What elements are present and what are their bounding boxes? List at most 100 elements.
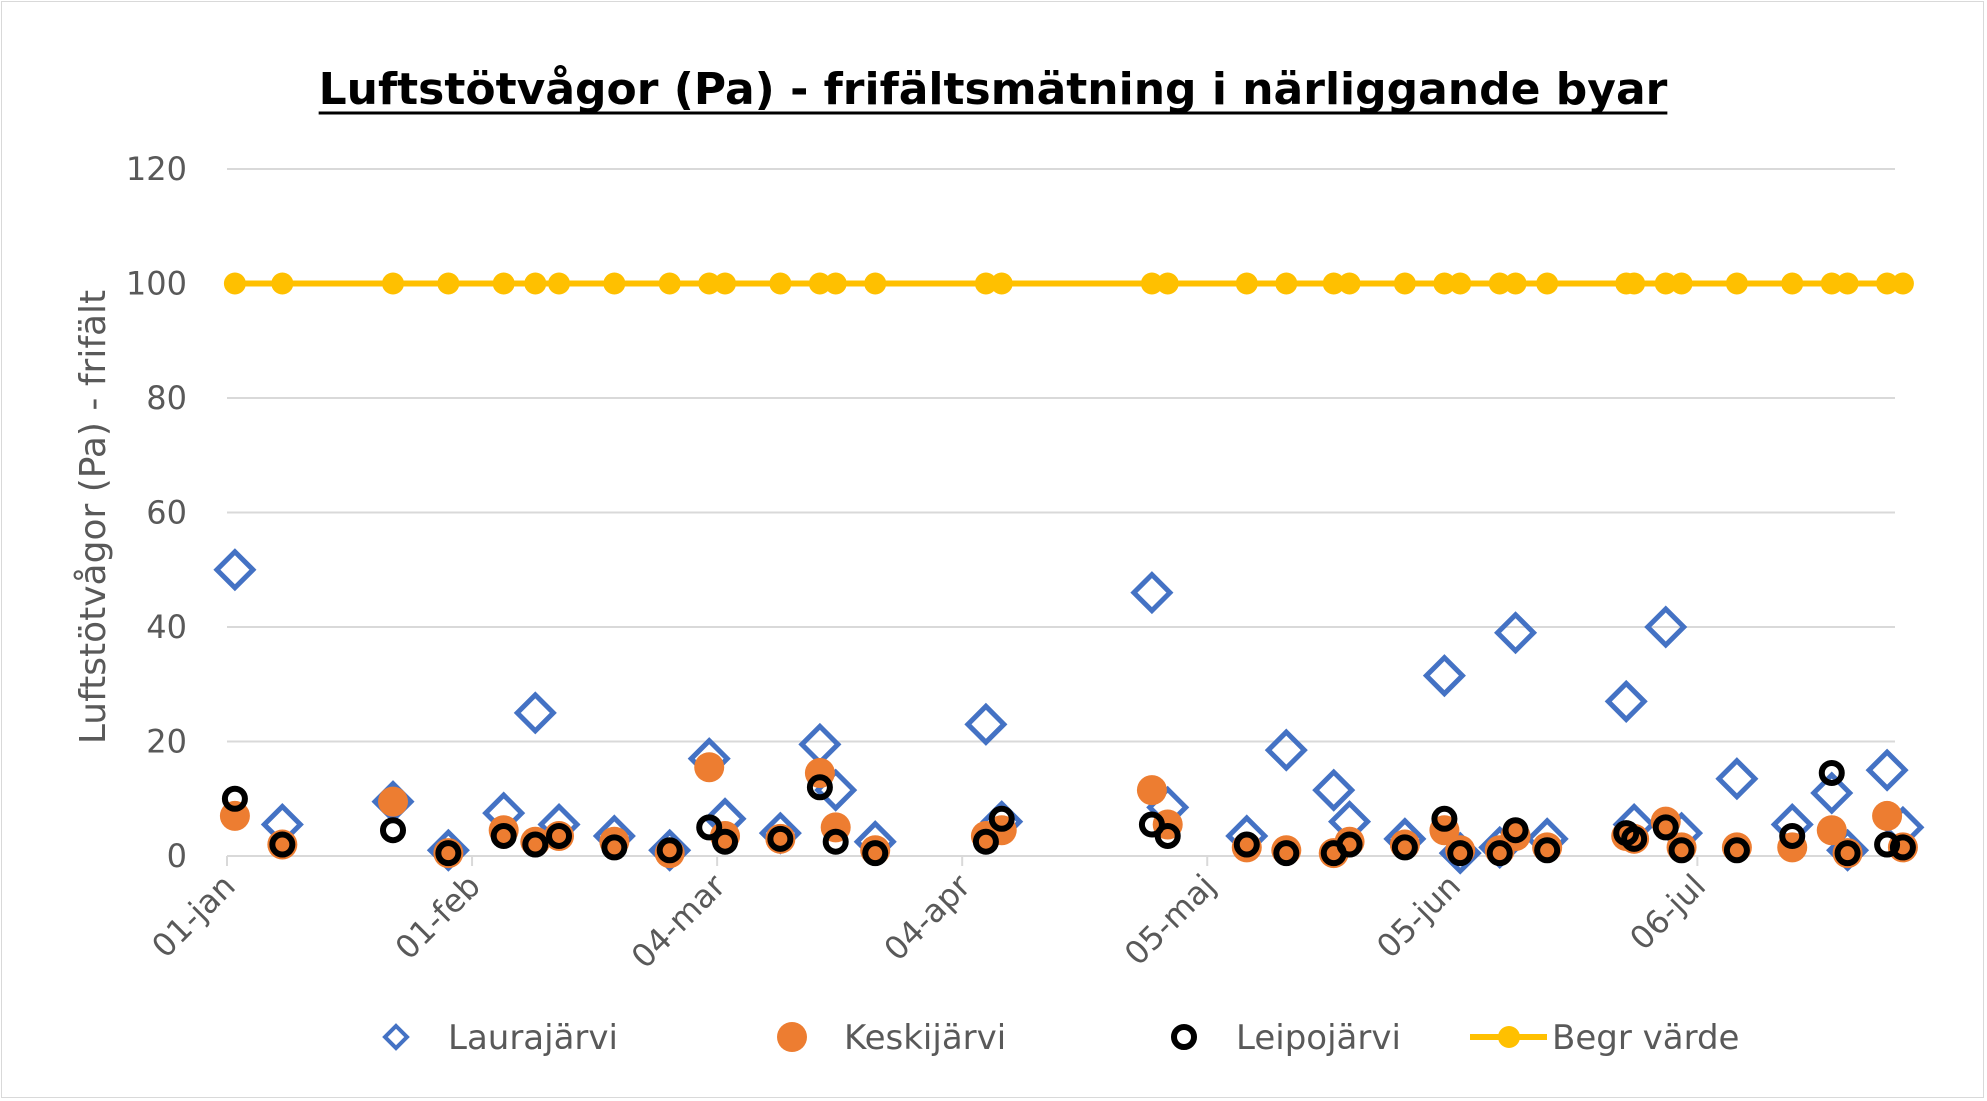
- data-point-leipojarvi: [988, 805, 1015, 832]
- data-point-leipojarvi: [490, 822, 517, 849]
- data-point-laurajarvi: [1312, 768, 1356, 812]
- x-axis-tick-labels: 01-jan 01-feb 04-mar 04-apr 05-maj 05-jun 06-j…: [144, 866, 1713, 976]
- data-point-begr-varde: [1876, 272, 1899, 295]
- data-point-leipojarvi: [822, 828, 849, 855]
- data-point-laurajarvi: [1810, 771, 1854, 815]
- y-tick-label: 120: [126, 150, 187, 188]
- data-point-laurajarvi: [1604, 679, 1648, 723]
- x-tick-label: 01-jan: [144, 867, 242, 965]
- data-point-leipojarvi: [601, 834, 628, 861]
- data-point-begr-varde: [974, 272, 997, 295]
- legend-swatch-marker: [1498, 1026, 1520, 1048]
- legend-swatch: [777, 1022, 807, 1052]
- y-axis-title: Luftstötvågor (Pa) - frifält: [73, 290, 114, 744]
- data-point-leipojarvi: [1668, 837, 1695, 864]
- data-point-leipojarvi: [1336, 831, 1363, 858]
- legend-item-begr-varde: Begr värde: [1470, 1018, 1739, 1058]
- data-point-leipojarvi: [221, 785, 248, 812]
- legend-item-laurajarvi: Laurajärvi: [382, 1018, 618, 1058]
- data-point-begr-varde: [1275, 272, 1298, 295]
- data-point-keskijarvi: [378, 786, 409, 817]
- data-point-keskijarvi: [1816, 815, 1847, 846]
- data-point-begr-varde: [1156, 272, 1179, 295]
- data-point-leipojarvi: [656, 837, 683, 864]
- data-point-begr-varde: [990, 272, 1013, 295]
- data-point-begr-varde: [1140, 272, 1163, 295]
- data-point-laurajarvi: [798, 722, 842, 766]
- data-point-begr-varde: [1449, 272, 1472, 295]
- data-point-leipojarvi: [1233, 831, 1260, 858]
- y-axis-tick-labels: 0 20 40 60 80 100 120: [126, 150, 187, 875]
- data-point-begr-varde: [698, 272, 721, 295]
- data-point-leipojarvi: [1273, 840, 1300, 867]
- data-series: [213, 272, 1925, 875]
- chart-title-group: Luftstötvågor (Pa) - frifältsmätning i n…: [318, 64, 1668, 115]
- data-point-leipojarvi: [1502, 817, 1529, 844]
- legend: Laurajärvi Keskijärvi Leipojärvi Begr värde: [382, 1018, 1739, 1058]
- data-point-laurajarvi: [513, 691, 557, 735]
- data-point-begr-varde: [864, 272, 887, 295]
- y-tick-label: 0: [167, 837, 187, 875]
- data-point-begr-varde: [808, 272, 831, 295]
- data-point-leipojarvi: [1431, 805, 1458, 832]
- data-point-keskijarvi: [1872, 800, 1903, 831]
- legend-label: Begr värde: [1552, 1018, 1739, 1058]
- legend-item-leipojarvi: Leipojärvi: [1171, 1018, 1401, 1058]
- data-point-laurajarvi: [1644, 605, 1688, 649]
- data-point-leipojarvi: [1447, 840, 1474, 867]
- data-point-leipojarvi: [1779, 822, 1806, 849]
- x-tick-label: 01-feb: [388, 867, 488, 967]
- data-point-leipojarvi: [1889, 834, 1916, 861]
- legend-label: Keskijärvi: [844, 1018, 1006, 1058]
- data-point-laurajarvi: [1422, 654, 1466, 698]
- data-point-begr-varde: [1670, 272, 1693, 295]
- data-point-leipojarvi: [1834, 840, 1861, 867]
- data-point-begr-varde: [1536, 272, 1559, 295]
- data-point-leipojarvi: [1486, 840, 1513, 867]
- data-point-leipojarvi: [862, 840, 889, 867]
- y-tick-label: 60: [146, 494, 187, 532]
- data-point-begr-varde: [1322, 272, 1345, 295]
- data-point-begr-varde: [1338, 272, 1361, 295]
- y-tick-label: 40: [146, 608, 187, 646]
- data-point-leipojarvi: [1874, 831, 1901, 858]
- chart-title: Luftstötvågor (Pa) - frifältsmätning i n…: [319, 64, 1668, 115]
- data-point-leipojarvi: [767, 825, 794, 852]
- x-tick-label: 06-jul: [1622, 867, 1713, 958]
- data-point-leipojarvi: [1391, 834, 1418, 861]
- data-point-begr-varde: [1725, 272, 1748, 295]
- data-point-begr-varde: [1623, 272, 1646, 295]
- data-point-laurajarvi: [1264, 728, 1308, 772]
- series-leipojarvi: [221, 759, 1916, 867]
- data-point-begr-varde: [271, 272, 294, 295]
- data-point-begr-varde: [658, 272, 681, 295]
- x-tick-label: 04-apr: [876, 866, 978, 968]
- y-tick-label: 100: [126, 265, 187, 303]
- data-point-laurajarvi: [1494, 611, 1538, 655]
- data-point-begr-varde: [769, 272, 792, 295]
- data-point-leipojarvi: [269, 831, 296, 858]
- data-point-begr-varde: [1488, 272, 1511, 295]
- data-point-leipojarvi: [546, 822, 573, 849]
- data-point-begr-varde: [714, 272, 737, 295]
- x-tick-label: 05-maj: [1117, 867, 1223, 973]
- data-point-begr-varde: [223, 272, 246, 295]
- data-point-laurajarvi: [1865, 748, 1909, 792]
- data-point-leipojarvi: [1621, 825, 1648, 852]
- data-point-leipojarvi: [1723, 837, 1750, 864]
- legend-label: Laurajärvi: [448, 1018, 618, 1058]
- data-point-leipojarvi: [1652, 814, 1679, 841]
- legend-swatch: [382, 1023, 410, 1051]
- data-point-leipojarvi: [972, 828, 999, 855]
- data-point-begr-varde: [492, 272, 515, 295]
- data-point-begr-varde: [524, 272, 547, 295]
- data-point-begr-varde: [1781, 272, 1804, 295]
- data-point-begr-varde: [1235, 272, 1258, 295]
- data-point-leipojarvi: [1154, 822, 1181, 849]
- series-begr-varde: [223, 272, 1914, 295]
- data-point-begr-varde: [1654, 272, 1677, 295]
- gridlines: [226, 168, 1895, 866]
- data-point-leipojarvi: [380, 817, 407, 844]
